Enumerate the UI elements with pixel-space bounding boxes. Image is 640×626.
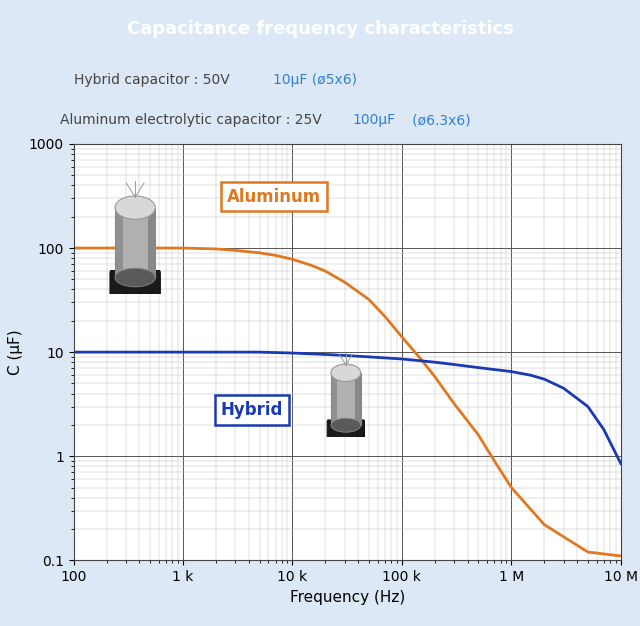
Text: Capacitance frequency characteristics: Capacitance frequency characteristics [127,20,513,38]
Text: Aluminum: Aluminum [227,188,321,205]
Text: 10μF (ø5x6): 10μF (ø5x6) [273,73,357,87]
Text: 100μF: 100μF [352,113,395,127]
Text: Aluminum electrolytic capacitor : 25V: Aluminum electrolytic capacitor : 25V [60,113,326,127]
Text: Hybrid: Hybrid [221,401,283,419]
Text: (ø6.3x6): (ø6.3x6) [399,113,470,127]
X-axis label: Frequency (Hz): Frequency (Hz) [289,590,405,605]
Y-axis label: C (μF): C (μF) [8,329,23,375]
Text: Hybrid capacitor : 50V: Hybrid capacitor : 50V [74,73,234,87]
